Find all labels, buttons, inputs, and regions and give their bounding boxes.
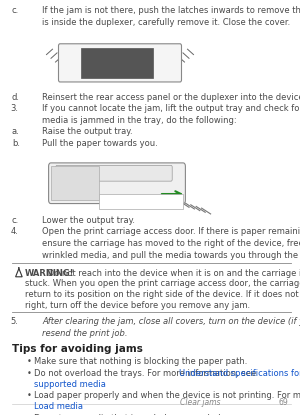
Text: media is jammed in the tray, do the following:: media is jammed in the tray, do the foll… bbox=[42, 116, 237, 125]
Text: wrinkled media, and pull the media towards you through the top of the device.: wrinkled media, and pull the media towar… bbox=[42, 251, 300, 260]
Text: stuck. When you open the print carriage access door, the carriage should: stuck. When you open the print carriage … bbox=[25, 279, 300, 288]
Text: 3.: 3. bbox=[11, 104, 19, 113]
FancyBboxPatch shape bbox=[56, 166, 172, 181]
Text: Understand specifications for: Understand specifications for bbox=[179, 369, 300, 378]
FancyBboxPatch shape bbox=[58, 44, 182, 82]
Text: right, turn off the device before you remove any jam.: right, turn off the device before you re… bbox=[25, 301, 250, 310]
Text: ensure the carriage has moved to the right of the device, free any paper scraps : ensure the carriage has moved to the rig… bbox=[42, 239, 300, 248]
Text: Tips for avoiding jams: Tips for avoiding jams bbox=[12, 344, 143, 354]
Polygon shape bbox=[16, 269, 22, 277]
Text: Load paper properly and when the device is not printing. For more information, s: Load paper properly and when the device … bbox=[34, 391, 300, 400]
Text: is inside the duplexer, carefully remove it. Close the cover.: is inside the duplexer, carefully remove… bbox=[42, 18, 290, 27]
Text: Clear jams: Clear jams bbox=[180, 398, 220, 407]
Text: Raise the output tray.: Raise the output tray. bbox=[42, 127, 133, 137]
FancyBboxPatch shape bbox=[49, 163, 185, 204]
Text: return to its position on the right side of the device. If it does not move to t: return to its position on the right side… bbox=[25, 290, 300, 299]
Text: resend the print job.: resend the print job. bbox=[42, 329, 128, 338]
Text: 4.: 4. bbox=[11, 227, 18, 237]
FancyBboxPatch shape bbox=[81, 49, 153, 78]
Text: Pull the paper towards you.: Pull the paper towards you. bbox=[42, 139, 158, 148]
Text: 5.: 5. bbox=[11, 317, 18, 326]
Text: c.: c. bbox=[12, 216, 19, 225]
Text: .: . bbox=[80, 380, 83, 389]
Text: After clearing the jam, close all covers, turn on the device (if you turned it o: After clearing the jam, close all covers… bbox=[42, 317, 300, 326]
Text: If you cannot locate the jam, lift the output tray and check for a jam in Tray 1: If you cannot locate the jam, lift the o… bbox=[42, 104, 300, 113]
Text: Make sure that nothing is blocking the paper path.: Make sure that nothing is blocking the p… bbox=[34, 357, 248, 366]
Text: Do not reach into the device when it is on and the carriage is: Do not reach into the device when it is … bbox=[45, 269, 300, 278]
Text: •: • bbox=[27, 414, 32, 415]
Text: 69: 69 bbox=[278, 398, 288, 407]
Text: supported media: supported media bbox=[34, 380, 106, 389]
FancyBboxPatch shape bbox=[51, 166, 99, 200]
Text: b.: b. bbox=[12, 139, 20, 148]
Text: !: ! bbox=[17, 267, 21, 276]
Text: d.: d. bbox=[12, 93, 20, 102]
Text: •: • bbox=[27, 369, 32, 378]
Text: If the jam is not there, push the latches inwards to remove the cover. If the ja: If the jam is not there, push the latche… bbox=[42, 6, 300, 15]
Text: Open the print carriage access door. If there is paper remaining inside the devi: Open the print carriage access door. If … bbox=[42, 227, 300, 237]
Text: c.: c. bbox=[12, 6, 19, 15]
Text: Reinsert the rear access panel or the duplexer into the device.: Reinsert the rear access panel or the du… bbox=[42, 93, 300, 102]
Text: •: • bbox=[27, 391, 32, 400]
Text: Lower the output tray.: Lower the output tray. bbox=[42, 216, 135, 225]
Text: WARNING!: WARNING! bbox=[25, 269, 74, 278]
Text: Do not use media that is curled or crumpled.: Do not use media that is curled or crump… bbox=[34, 414, 224, 415]
Text: Load media: Load media bbox=[34, 402, 83, 411]
Text: Do not overload the trays. For more information, see: Do not overload the trays. For more info… bbox=[34, 369, 260, 378]
Text: a.: a. bbox=[12, 127, 20, 137]
Text: .: . bbox=[68, 402, 71, 411]
Bar bbox=[99, 194, 183, 209]
Text: •: • bbox=[27, 357, 32, 366]
